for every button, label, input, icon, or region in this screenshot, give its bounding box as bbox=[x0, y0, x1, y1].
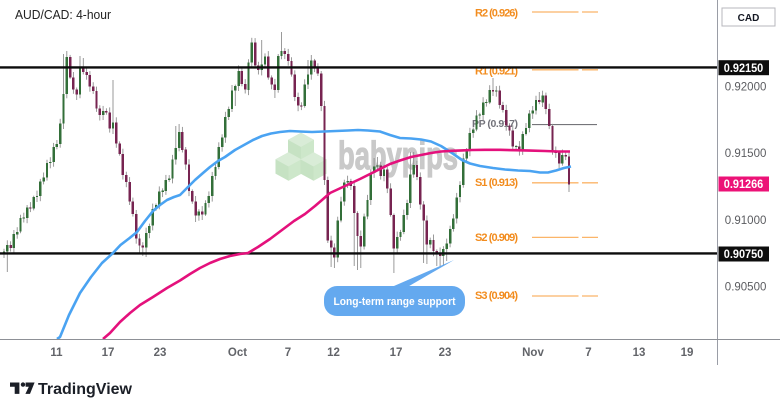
svg-text:17: 17 bbox=[390, 347, 403, 359]
svg-text:7: 7 bbox=[585, 347, 591, 359]
svg-text:PP (0.917): PP (0.917) bbox=[472, 118, 518, 130]
svg-text:7: 7 bbox=[285, 347, 291, 359]
svg-text:0.92000: 0.92000 bbox=[725, 82, 767, 94]
svg-text:19: 19 bbox=[681, 347, 694, 359]
svg-text:S3 (0.904): S3 (0.904) bbox=[475, 290, 518, 302]
svg-text:11: 11 bbox=[50, 347, 63, 359]
svg-text:S1 (0.913): S1 (0.913) bbox=[475, 177, 518, 189]
svg-text:13: 13 bbox=[633, 347, 646, 359]
svg-text:23: 23 bbox=[154, 347, 167, 359]
svg-text:23: 23 bbox=[439, 347, 452, 359]
svg-text:babypips: babypips bbox=[338, 135, 458, 178]
svg-text:0.91266: 0.91266 bbox=[724, 179, 764, 191]
svg-text:0.90500: 0.90500 bbox=[725, 282, 767, 294]
svg-text:0.91500: 0.91500 bbox=[725, 148, 767, 160]
svg-text:Long-term range support: Long-term range support bbox=[334, 296, 456, 308]
svg-text:R2 (0.926): R2 (0.926) bbox=[475, 7, 518, 19]
svg-text:12: 12 bbox=[327, 347, 340, 359]
svg-text:0.90750: 0.90750 bbox=[724, 249, 764, 261]
svg-text:CAD: CAD bbox=[738, 13, 760, 24]
svg-text:Nov: Nov bbox=[522, 347, 544, 359]
svg-text:S2 (0.909): S2 (0.909) bbox=[475, 232, 518, 244]
svg-text:0.91000: 0.91000 bbox=[725, 215, 767, 227]
svg-text:17: 17 bbox=[102, 347, 115, 359]
svg-text:TradingView: TradingView bbox=[38, 381, 133, 398]
svg-text:Oct: Oct bbox=[228, 347, 247, 359]
svg-text:AUD/CAD: 4-hour: AUD/CAD: 4-hour bbox=[15, 7, 112, 22]
svg-text:0.92150: 0.92150 bbox=[724, 63, 764, 75]
